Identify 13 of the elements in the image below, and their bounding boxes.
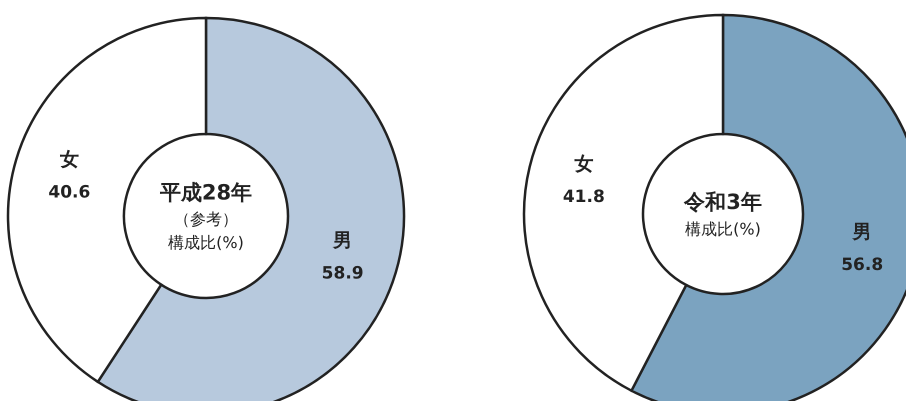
text: （参考） [174,210,238,229]
data-label: 41.8 [562,187,605,208]
text: 令和3年 [683,190,762,214]
slice-label: 男 [852,220,872,243]
text: 平成28年 [158,180,252,204]
data-label: 58.9 [322,264,364,284]
data-label: 56.8 [841,254,884,275]
slice-label: 女 [573,153,594,176]
text: 構成比(%) [168,232,244,252]
slice-label: 男 [332,230,352,252]
slice-label: 女 [58,148,79,170]
text: 構成比(%) [685,219,761,238]
data-label: 40.6 [48,182,90,202]
